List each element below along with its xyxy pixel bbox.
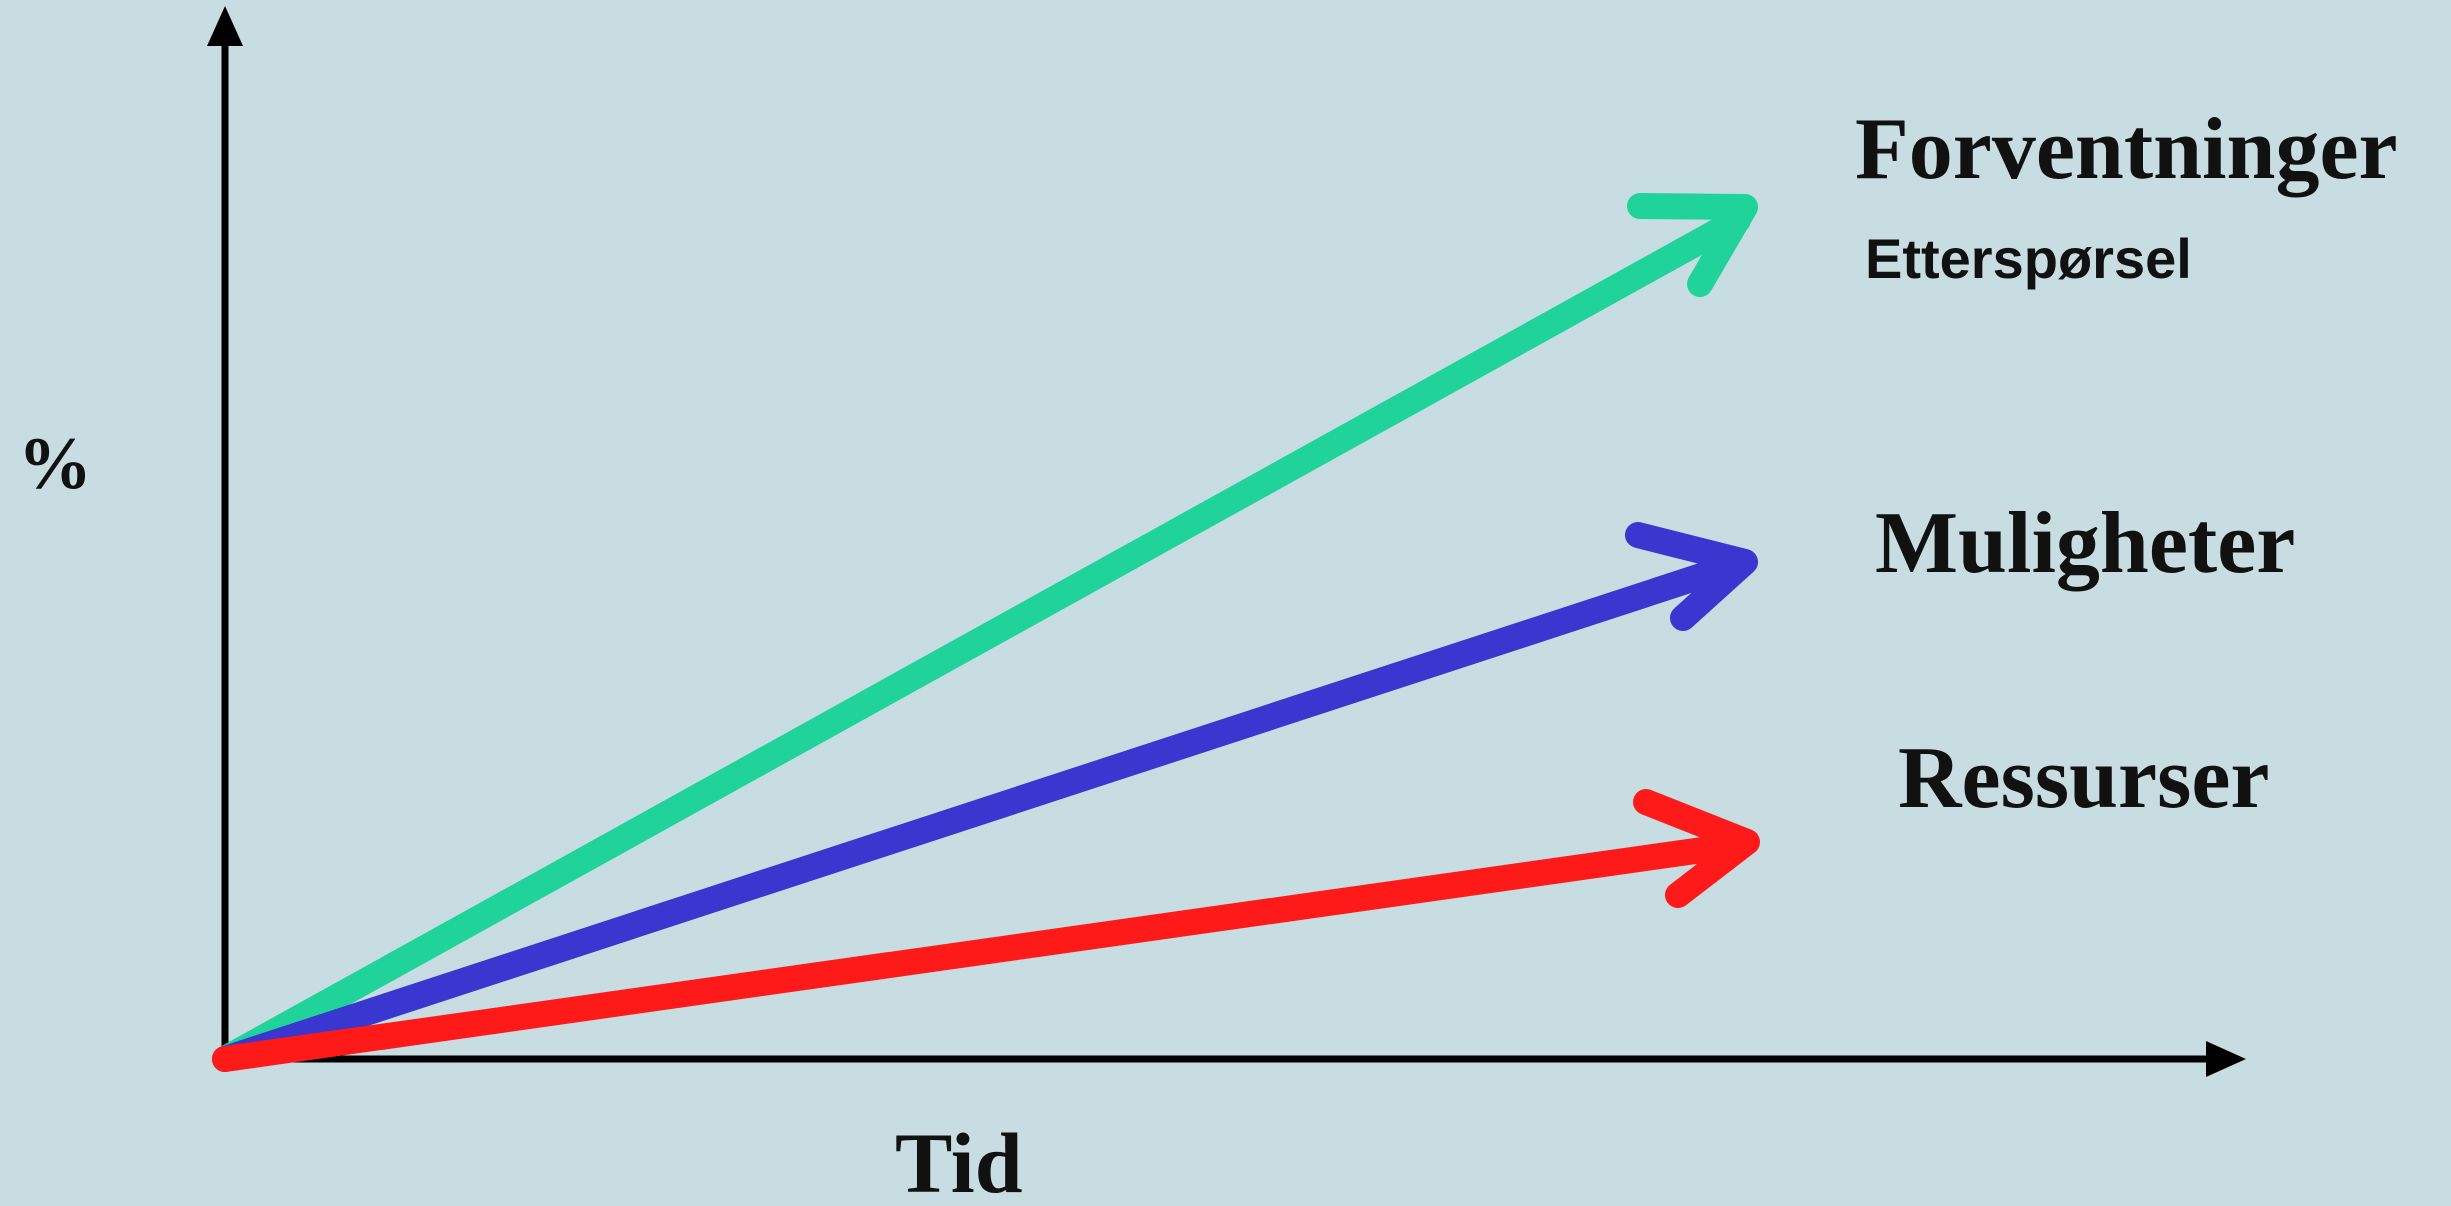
arrow-muligheter — [212, 551, 1751, 1072]
arrowhead-muligheter — [1625, 522, 1758, 631]
y-axis-label: % — [18, 423, 92, 505]
y-axis-arrowhead — [207, 6, 243, 46]
label-forventninger: Forventninger — [1855, 101, 2398, 198]
label-ettersporsel: Etterspørsel — [1865, 227, 2192, 290]
x-axis-arrowhead — [2206, 1041, 2246, 1077]
arrowhead-forventninger — [1627, 193, 1758, 297]
label-ressurser: Ressurser — [1898, 730, 2269, 827]
arrow-forventninger — [212, 207, 1751, 1072]
label-muligheter: Muligheter — [1875, 495, 2295, 592]
arrow-ressurser — [212, 832, 1751, 1072]
arrowhead-ressurser — [1633, 789, 1760, 908]
x-axis-label: Tid — [895, 1115, 1023, 1206]
